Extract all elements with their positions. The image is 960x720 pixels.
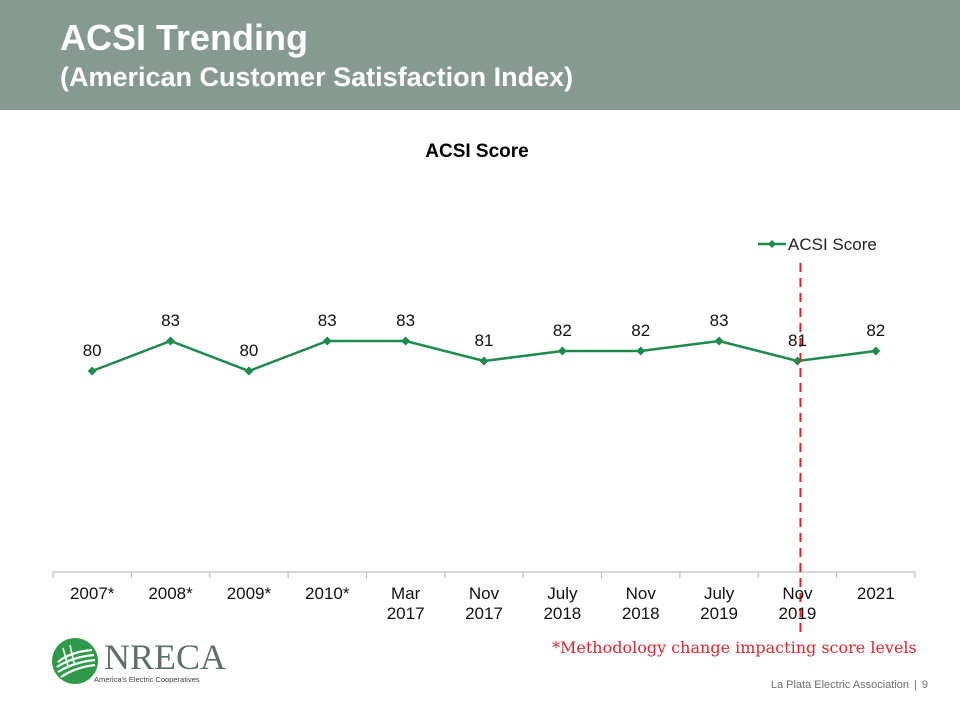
x-tick-label: 2008* [148,584,193,603]
x-tick-label: Nov 2018 [622,584,660,623]
data-point [322,336,332,346]
data-point [636,346,646,356]
x-tick-label: 2007* [70,584,115,603]
data-label: 83 [396,311,415,330]
x-tick-label: 2021 [857,584,895,603]
chart-title: ACSI Score [425,141,528,162]
data-label: 81 [475,331,494,350]
nreca-globe-icon [52,638,98,684]
data-point [479,356,489,366]
x-tick-label: Nov 2019 [779,584,817,623]
data-label: 83 [318,311,337,330]
data-label: 83 [710,311,729,330]
data-label: 80 [83,341,102,360]
footer-org: La Plata Electric Association [770,679,910,691]
data-point [166,336,176,346]
data-point [557,346,567,356]
data-point [244,366,254,376]
data-point [87,366,97,376]
nreca-logo: NRECA America's Electric Cooperatives [50,633,226,687]
data-point [401,336,411,346]
methodology-footnote: *Methodology change impacting score leve… [552,638,917,657]
x-tick-label: Nov 2017 [465,584,503,623]
x-tick-label: Mar 2017 [387,584,425,623]
data-label: 81 [788,331,807,350]
logo-tagline: America's Electric Cooperatives [94,675,200,684]
series-acsi-score [87,336,881,376]
x-tick-labels: 2007* 2008* 2009* 2010* Mar 2017 Nov 2017 July 20… [70,584,895,623]
acsi-line-chart: ACSI Score ACSI Score 2007* 2008* 2009* 201… [52,141,916,632]
data-labels: 80 83 80 83 83 81 82 82 83 81 82 [83,311,886,360]
slide-footer: La Plata Electric Association | 9 [771,679,928,691]
data-label: 83 [161,311,180,330]
slide-title: ACSI Trending [60,17,309,58]
legend: ACSI Score [758,235,877,254]
x-tick-label: July 2019 [700,584,738,623]
slide-subtitle: (American Customer Satisfaction Index) [60,62,574,92]
x-tick-label: 2009* [227,584,272,603]
legend-label: ACSI Score [788,235,877,254]
data-point [871,346,881,356]
x-axis [52,571,916,578]
footer-separator: | [914,679,917,691]
page-number: 9 [921,679,928,691]
data-point [714,336,724,346]
x-tick-label: 2010* [305,584,350,603]
header-banner: ACSI Trending (American Customer Satisfa… [0,0,960,110]
legend-marker [768,240,776,248]
data-label: 82 [631,321,650,340]
data-label: 82 [553,321,572,340]
logo-wordmark: NRECA [104,637,227,677]
data-label: 82 [866,321,885,340]
x-tick-label: July 2018 [543,584,581,623]
data-label: 80 [239,341,258,360]
